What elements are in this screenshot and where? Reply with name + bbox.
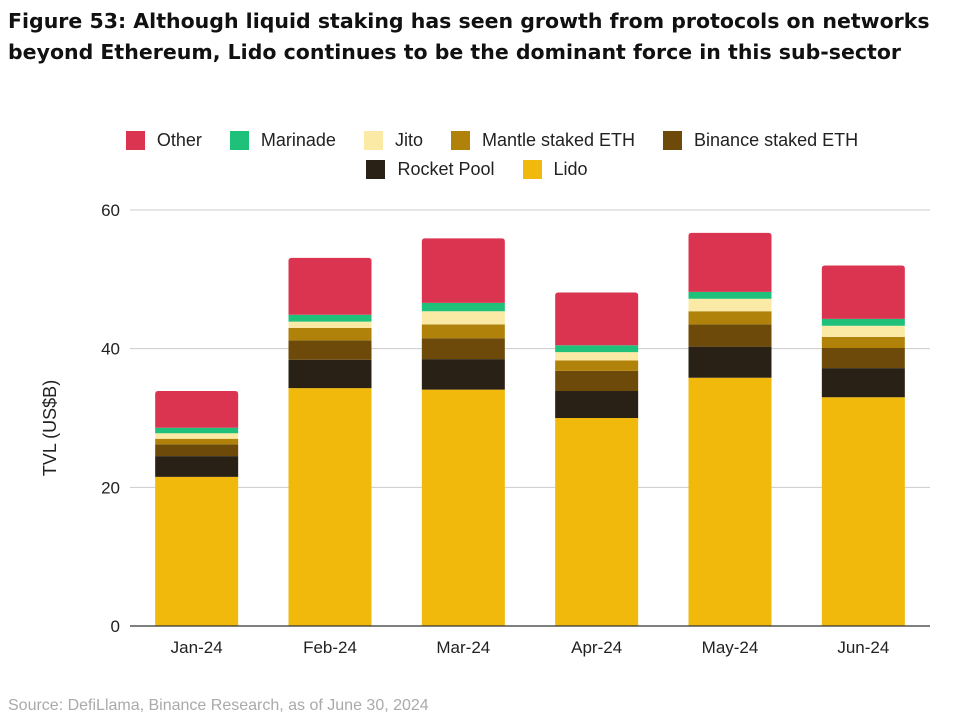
bar-jun-24-jito <box>821 325 905 337</box>
bar-jun-24-rocket-pool <box>821 368 905 398</box>
legend-label-lido: Lido <box>553 159 588 179</box>
bar-mar-24-mantle-staked-eth <box>421 324 505 339</box>
x-tick-label-jan-24: Jan-24 <box>171 638 223 657</box>
legend-swatch-rocket-pool <box>366 160 386 179</box>
bar-feb-24-lido <box>288 388 372 626</box>
bar-apr-24-rocket-pool <box>555 390 639 418</box>
bar-apr-24-other <box>555 292 639 346</box>
legend-label-jito: Jito <box>394 130 423 150</box>
legend-item-binance: Binance staked ETH <box>663 130 858 151</box>
source-note: Source: DefiLlama, Binance Research, as … <box>8 697 429 714</box>
bar-mar-24-rocket-pool <box>421 359 505 390</box>
x-tick-label-feb-24: Feb-24 <box>303 638 357 657</box>
bar-may-24-jito <box>688 298 772 312</box>
bar-jun-24-other <box>821 265 905 319</box>
legend-label-binance: Binance staked ETH <box>694 130 859 150</box>
y-axis-label: TVL (US$B) <box>40 380 60 476</box>
x-tick-label-may-24: May-24 <box>702 638 759 657</box>
x-tick-label-mar-24: Mar-24 <box>436 638 490 657</box>
bar-apr-24-jito <box>555 352 639 361</box>
bar-apr-24-lido <box>555 418 639 626</box>
bar-jun-24-mantle-staked-eth <box>821 336 905 348</box>
legend-swatch-binance <box>663 131 683 150</box>
bar-jan-24-lido <box>155 476 239 626</box>
legend-swatch-jito <box>363 131 383 150</box>
figure-title: Figure 53: Although liquid staking has s… <box>8 9 930 64</box>
bar-feb-24-jito <box>288 321 372 328</box>
legend-swatch-other <box>125 131 145 150</box>
gridlines <box>130 209 930 488</box>
bars <box>155 232 905 626</box>
legend-item-lido: Lido <box>522 159 588 180</box>
legend-label-marinade: Marinade <box>260 130 336 150</box>
legend-row-1: Other Marinade Jito Mantle staked ETH Bi… <box>0 126 954 155</box>
bar-may-24-marinade <box>688 291 772 299</box>
bar-mar-24-binance-staked-eth <box>421 338 505 360</box>
x-tick-label-jun-24: Jun-24 <box>837 638 889 657</box>
y-tick-label-20: 20 <box>101 478 120 497</box>
bar-jun-24-binance-staked-eth <box>821 347 905 369</box>
legend-item-jito: Jito <box>363 130 423 151</box>
bar-jun-24-lido <box>821 397 905 626</box>
bar-feb-24-binance-staked-eth <box>288 340 372 360</box>
legend-label-mantle: Mantle staked ETH <box>481 130 636 150</box>
y-tick-label-40: 40 <box>101 340 120 359</box>
axes: 0 20 40 60 Jan-24 Feb-24 Mar-24 Apr-24 May-24 Jun… <box>101 201 930 657</box>
chart-legend: Other Marinade Jito Mantle staked ETH Bi… <box>0 126 954 184</box>
bar-mar-24-jito <box>421 311 505 325</box>
legend-label-rocket-pool: Rocket Pool <box>397 159 495 179</box>
legend-swatch-mantle <box>450 131 470 150</box>
legend-item-rocket-pool: Rocket Pool <box>366 159 495 180</box>
legend-label-other: Other <box>156 130 202 150</box>
legend-item-mantle: Mantle staked ETH <box>450 130 636 151</box>
legend-item-other: Other <box>125 130 202 151</box>
bar-apr-24-mantle-staked-eth <box>555 360 639 371</box>
bar-jan-24-marinade <box>155 427 239 434</box>
bar-may-24-other <box>688 232 772 292</box>
y-tick-label-0: 0 <box>111 617 120 636</box>
bar-jan-24-jito <box>155 433 239 439</box>
legend-row-2: Rocket Pool Lido <box>0 155 954 184</box>
bar-feb-24-other <box>288 257 372 315</box>
legend-swatch-marinade <box>229 131 249 150</box>
x-tick-label-apr-24: Apr-24 <box>571 638 622 657</box>
bar-may-24-mantle-staked-eth <box>688 311 772 325</box>
bar-jan-24-other <box>155 390 239 428</box>
bar-apr-24-binance-staked-eth <box>555 370 639 391</box>
bar-apr-24-marinade <box>555 345 639 353</box>
bar-mar-24-lido <box>421 389 505 626</box>
legend-swatch-lido <box>522 160 542 179</box>
bar-mar-24-other <box>421 238 505 303</box>
bar-feb-24-mantle-staked-eth <box>288 327 372 341</box>
y-tick-label-60: 60 <box>101 201 120 220</box>
bar-jun-24-marinade <box>821 318 905 326</box>
bar-may-24-lido <box>688 377 772 626</box>
bar-feb-24-rocket-pool <box>288 359 372 389</box>
stacked-bar-chart: 0 20 40 60 Jan-24 Feb-24 Mar-24 Apr-24 May-24 Jun… <box>40 201 930 657</box>
bar-may-24-binance-staked-eth <box>688 324 772 347</box>
legend-item-marinade: Marinade <box>229 130 336 151</box>
bar-jan-24-binance-staked-eth <box>155 444 239 457</box>
bar-mar-24-marinade <box>421 302 505 312</box>
bar-jan-24-mantle-staked-eth <box>155 438 239 445</box>
bar-may-24-rocket-pool <box>688 346 772 378</box>
bar-jan-24-rocket-pool <box>155 456 239 477</box>
bar-feb-24-marinade <box>288 314 372 322</box>
